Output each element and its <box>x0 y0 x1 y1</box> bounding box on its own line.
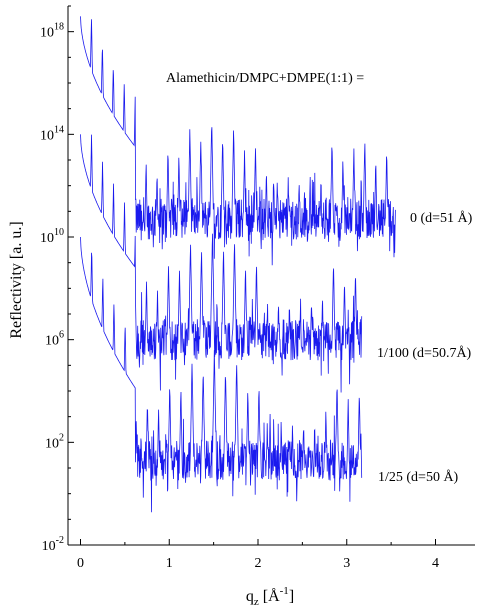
series-label-2: 1/100 (d=50.7Å) <box>377 345 472 361</box>
y-axis-label: Reflectivity [a. u.] <box>8 221 25 338</box>
series-label-1: 0 (d=51 Å) <box>410 210 473 226</box>
y-tick-label: 102 <box>45 432 64 451</box>
x-tick-label: 3 <box>343 556 350 571</box>
x-axis-label-unit-exp: -1 <box>280 585 289 597</box>
y-tick-label: 1014 <box>40 124 64 143</box>
x-axis-label-sub: z <box>254 596 259 608</box>
series-line-3 <box>80 236 363 513</box>
y-tick-label: 106 <box>45 330 64 349</box>
x-tick-label: 0 <box>77 556 84 571</box>
series-line-1 <box>80 16 396 266</box>
x-axis-label-unit: [Å <box>259 587 280 605</box>
axes <box>67 6 475 546</box>
y-tick-label: 10-2 <box>42 535 64 554</box>
x-axis-label-unit-close: ] <box>289 588 294 605</box>
y-tick-label: 1010 <box>40 227 64 246</box>
x-axis-label: qz [Å-1] <box>246 585 294 608</box>
series-label-3: 1/25 (d=50 Å) <box>378 469 459 485</box>
x-tick-label: 1 <box>166 556 173 571</box>
axis-tick-labels: 0 1 2 3 4 10-2 102 106 1010 1014 1018 <box>40 22 439 571</box>
axis-ticks <box>68 5 436 546</box>
series-labels: 0 (d=51 Å) 1/100 (d=50.7Å) 1/25 (d=50 Å) <box>377 210 473 485</box>
series-lines <box>80 16 396 513</box>
x-axis-label-main: q <box>246 588 254 605</box>
x-tick-label: 4 <box>432 556 439 571</box>
y-tick-label: 1018 <box>40 22 64 41</box>
x-tick-label: 2 <box>255 556 262 571</box>
series-line-2 <box>80 134 363 393</box>
chart-annotation: Alamethicin/DMPC+DMPE(1:1) = <box>166 71 364 86</box>
